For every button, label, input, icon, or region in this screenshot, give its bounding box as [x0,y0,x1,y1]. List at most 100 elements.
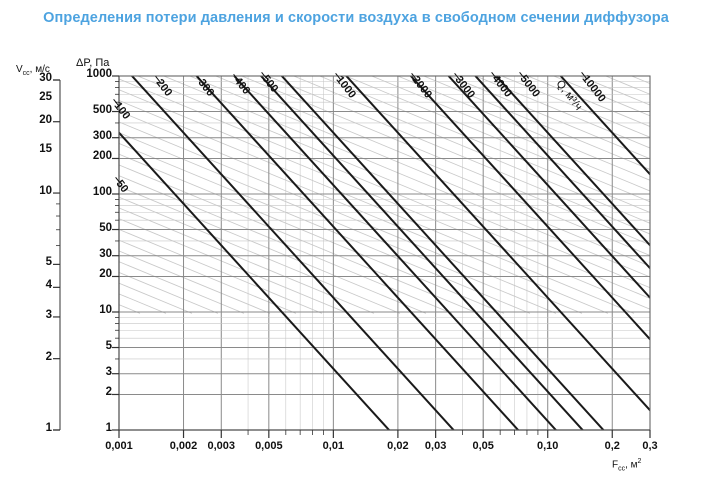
velocity-hatch-line [136,76,650,289]
velocity-hatch-line [119,143,531,314]
area-tick-label: 0,002 [169,440,198,452]
area-axis-unit: , м [625,459,638,471]
area-tick-label: 0,02 [387,440,409,452]
velocity-hatch-line [474,76,650,149]
velocity-axis-caption: Vсс, м/с [16,64,50,77]
velocity-hatch-line [448,76,650,160]
flow-rate-curve [119,131,391,430]
area-tick-label: 0,03 [424,440,447,452]
velocity-tick-label: 4 [45,279,52,292]
velocity-hatch-line [604,76,650,95]
velocity-hatch-line [119,261,245,314]
flow-rate-curve [447,76,650,300]
flow-rate-curve [259,76,584,430]
area-tick-label: 0,001 [105,440,133,452]
flow-rate-curve [409,76,650,341]
velocity-hatch-line [119,110,609,314]
velocity-hatch-line [526,76,650,127]
velocity-hatch-line [119,196,401,314]
velocity-hatch-line [119,250,271,314]
velocity-axis-subscript: сс [22,70,30,77]
flow-rate-curve [559,76,650,176]
pressure-tick-label: 200 [92,150,112,163]
velocity-hatch-line [665,36,712,313]
velocity-hatch-line [396,76,650,181]
area-tick-label: 0,003 [207,440,236,452]
velocity-hatch-line [119,164,479,314]
velocity-hatch-line [552,76,650,117]
area-tick-label: 0,10 [537,440,559,452]
pressure-tick-label: 1000 [86,68,112,80]
pressure-tick-label: 10 [99,304,112,316]
velocity-hatch-line [422,76,650,170]
flow-rate-curve [280,76,605,430]
velocity-hatch-line [292,76,650,224]
velocity-hatch-line [613,36,712,313]
pressure-tick-label: 1 [105,422,112,434]
velocity-axis-symbol: V [16,64,23,75]
velocity-hatch-line [214,76,650,256]
velocity-tick-label: 25 [39,90,52,103]
page-title: Определения потери давления и скорости в… [43,10,669,26]
velocity-tick-label: 20 [39,113,52,126]
pressure-tick-label: 20 [99,268,112,281]
velocity-hatch-line [691,36,712,313]
velocity-axis [53,79,61,431]
pressure-tick-label: 300 [92,129,112,142]
velocity-hatch-line [119,100,635,314]
velocity-hatch-line [370,76,650,192]
pressure-tick-label: 30 [99,247,112,260]
area-axis-exponent: 2 [637,458,642,465]
velocity-hatch-line [630,76,650,84]
velocity-hatch-line [119,228,323,314]
area-tick-label: 0,01 [322,440,345,452]
velocity-tick-label: 10 [39,185,52,198]
flow-rate-curve [130,76,455,430]
flow-rate-curves [119,76,650,430]
velocity-tick-label: 5 [45,256,52,269]
velocity-hatch-line [0,36,10,313]
velocity-tick-label: 1 [45,422,52,434]
pressure-tick-label: 50 [99,221,112,234]
flow-rate-curve [232,76,558,430]
flow-rate-curve [494,76,650,247]
pressure-tick-label: 3 [105,365,112,378]
velocity-hatch-line [119,175,453,314]
velocity-hatch-line [119,153,505,314]
area-tick-label: 0,2 [604,440,620,452]
velocity-axis-unit: , м/с [29,64,50,75]
pressure-tick-label: 2 [105,386,112,399]
velocity-hatch-line [119,207,375,314]
pressure-tick-label: 5 [105,339,112,352]
velocity-hatch-line [119,185,427,314]
area-axis-symbol: F [612,459,619,471]
area-axis-caption: Fсс, м2 [612,458,641,472]
pressure-axis-ticks [112,75,120,431]
velocity-hatch-line [500,76,650,138]
flow-rate-curve [345,76,650,412]
velocity-hatch-line [318,76,650,213]
velocity-hatch-line [188,76,650,267]
flow-rate-curve [195,76,520,430]
velocity-tick-label: 30 [39,72,52,84]
pressure-tick-label: 100 [92,186,112,198]
velocity-hatch-line [578,76,650,106]
velocity-tick-label: 15 [39,143,52,156]
velocity-hatch-line [119,239,297,314]
area-axis-subscript: сс [618,465,626,473]
area-axis-ticks [118,429,651,438]
area-tick-label: 0,3 [642,440,658,452]
velocity-hatch-line [266,76,650,235]
velocity-hatch-line [162,76,650,278]
velocity-tick-label: 3 [45,308,52,321]
velocity-hatch-line [119,218,349,314]
velocity-hatch-line [240,76,650,246]
area-tick-label: 0,005 [255,440,283,452]
velocity-hatch-line [119,121,583,314]
pressure-tick-label: 500 [92,103,112,116]
flow-rate-curve [474,76,650,270]
area-tick-label: 0,05 [472,440,494,452]
velocity-tick-label: 2 [45,350,52,363]
